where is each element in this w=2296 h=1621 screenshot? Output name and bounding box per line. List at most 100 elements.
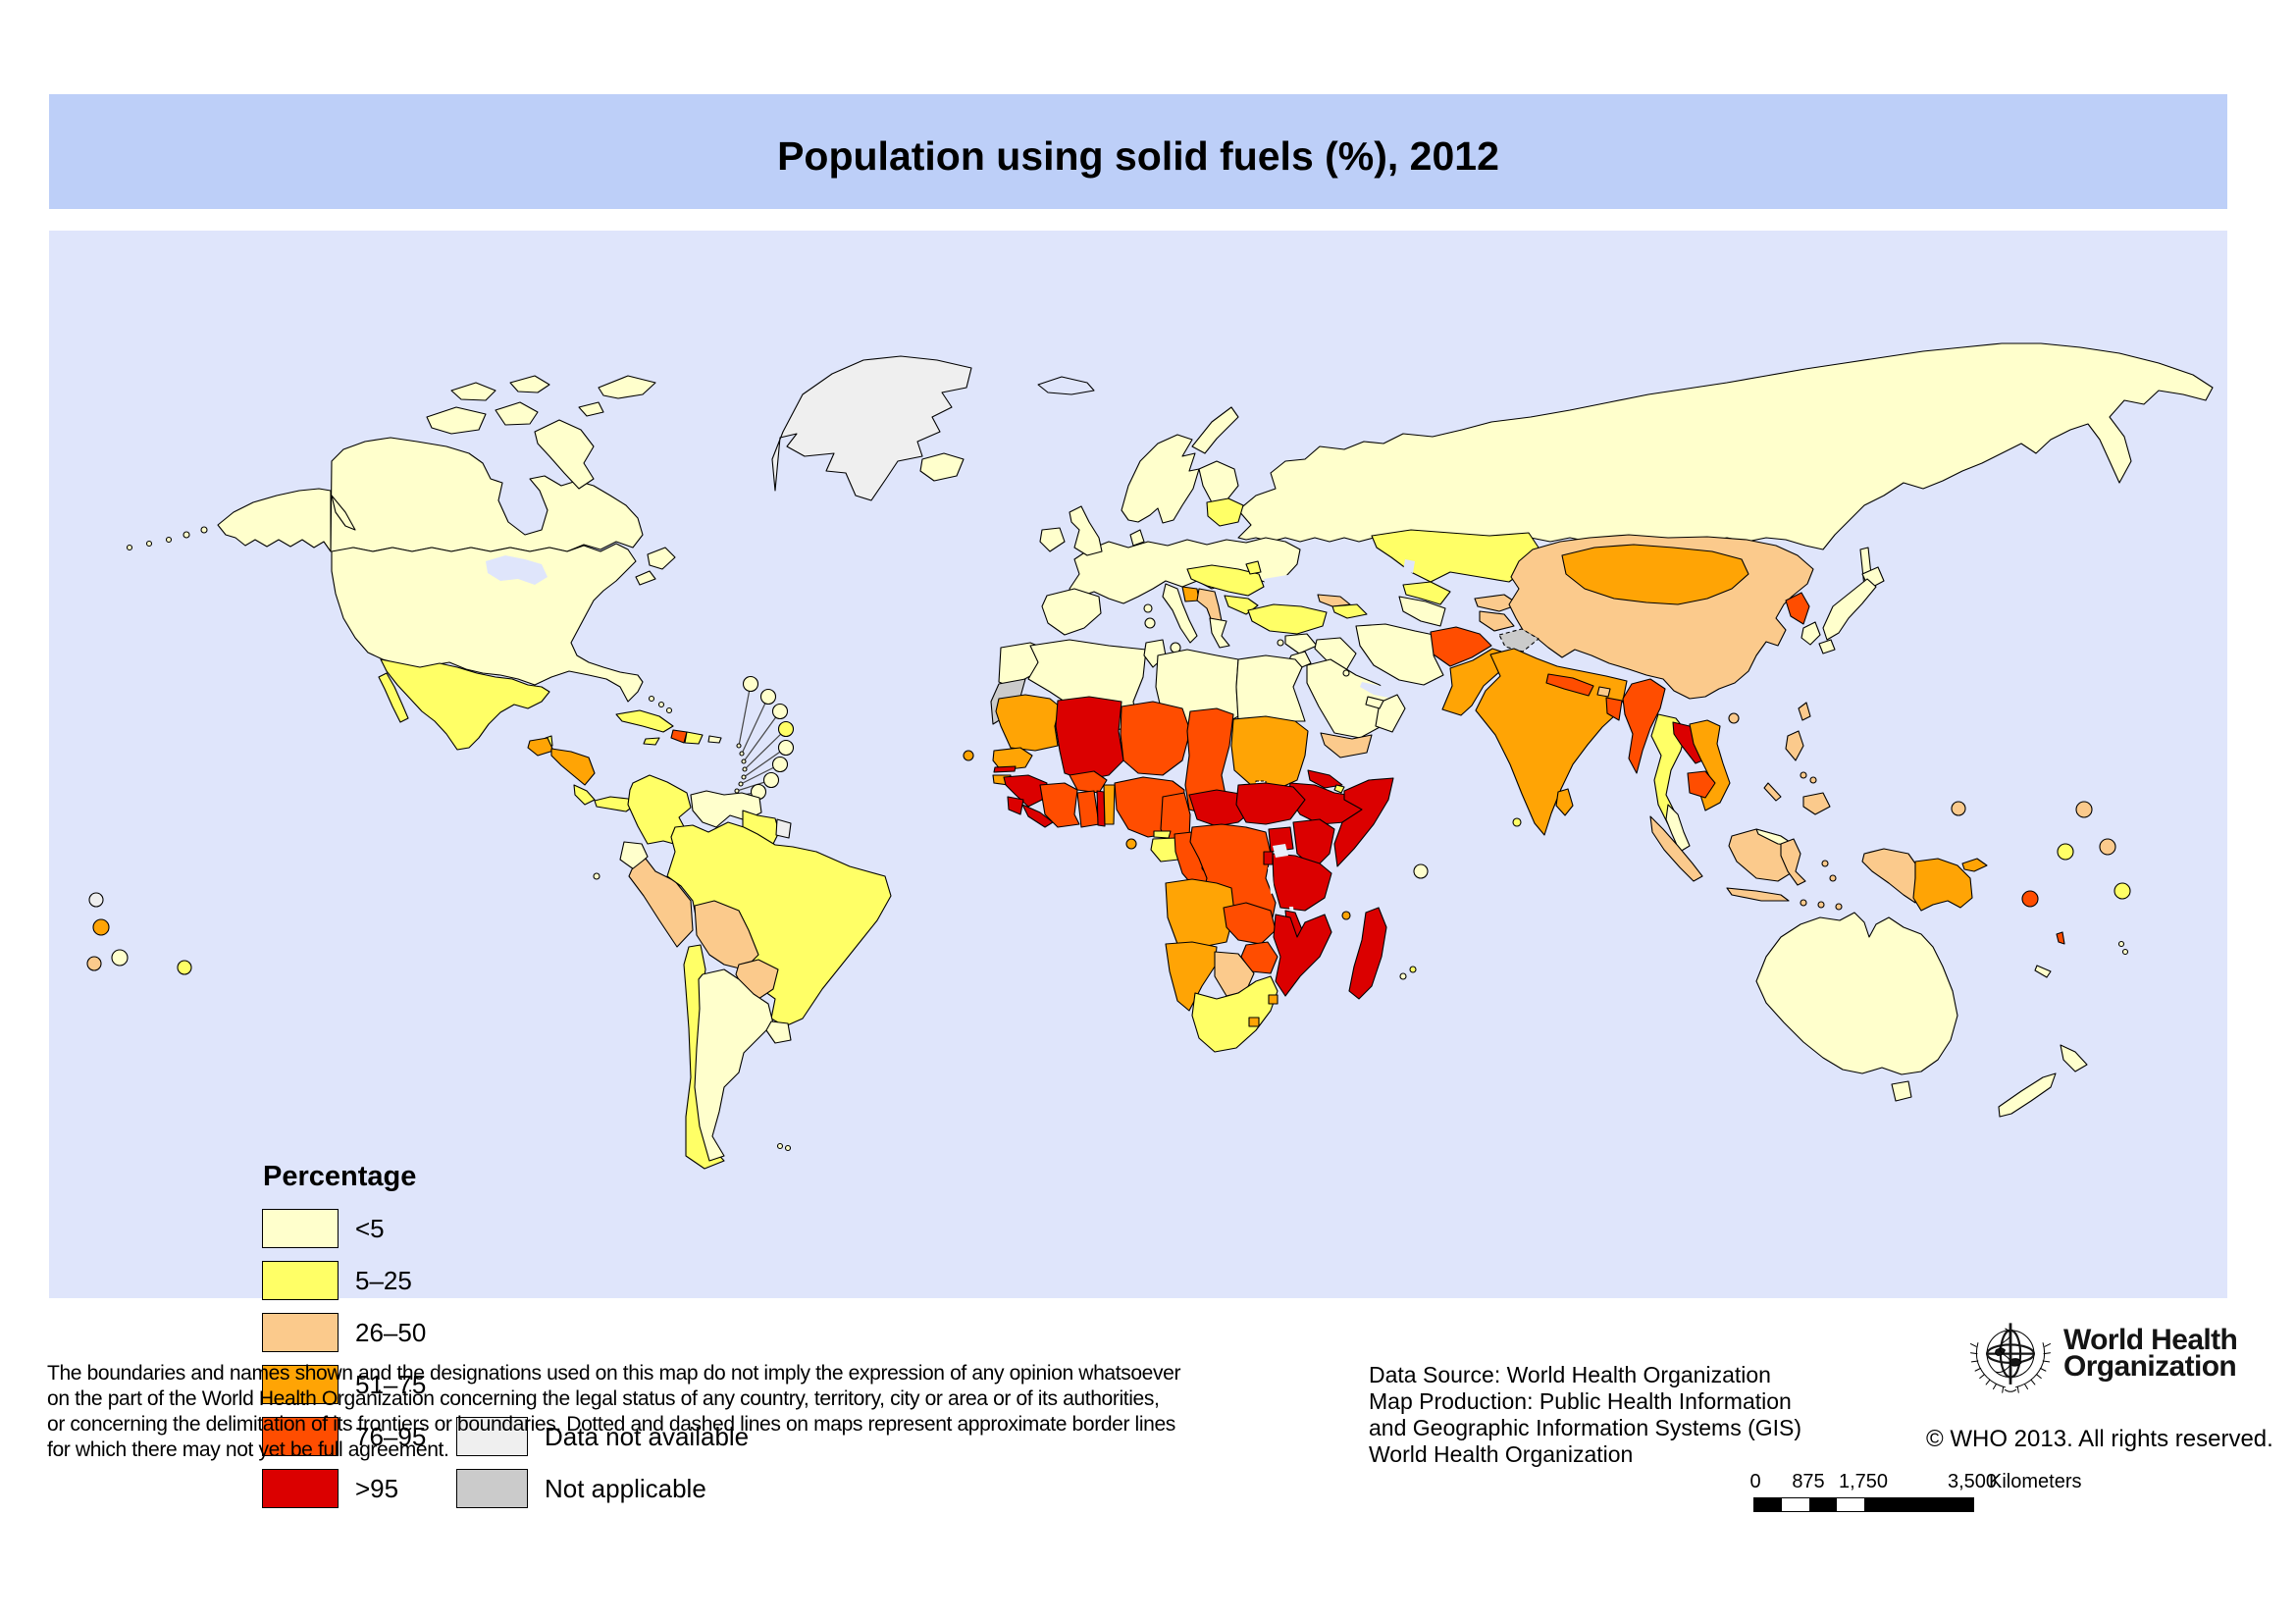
region-namibia — [1165, 941, 1218, 1012]
great-lakes — [486, 555, 548, 585]
region-west-papua — [1861, 848, 1916, 904]
region-uzbekistan — [1402, 581, 1451, 605]
legend-label: 51–75 — [355, 1369, 427, 1399]
region-arctic-island — [450, 382, 496, 401]
aral-sea — [1403, 559, 1415, 573]
region-arctic-island — [495, 401, 539, 426]
region-fiji — [2117, 940, 2129, 956]
antilles-marker — [771, 756, 789, 773]
region-malaysia-peninsula — [1665, 804, 1691, 853]
region-sumatra — [1649, 815, 1703, 882]
antilles-marker — [742, 675, 759, 693]
region-uk — [1069, 505, 1103, 556]
world-map — [49, 231, 2227, 1298]
region-cuba — [615, 709, 674, 733]
page-title: Population using solid fuels (%), 2012 — [777, 133, 1499, 179]
pacific-island-marker — [88, 892, 104, 908]
region-galapagos — [593, 872, 600, 880]
pacific-island-marker — [92, 918, 110, 936]
scale-tick: 3,500 — [1947, 1471, 1998, 1492]
who-logo-text: World Health Organization — [2063, 1326, 2238, 1383]
region-iberia — [1041, 588, 1102, 636]
legend-swatch — [262, 1469, 339, 1508]
map-area: Percentage <5 5–25 26–50 51–75 76–95 >95… — [49, 231, 2227, 1512]
antilles-marker — [777, 739, 795, 757]
region-togo — [1096, 790, 1106, 827]
region-tajikistan — [1479, 610, 1515, 632]
legend-row: 51–75 — [262, 1365, 426, 1404]
legend-title: Percentage — [263, 1161, 417, 1192]
region-seychelles — [1413, 863, 1429, 879]
legend-label: 26–50 — [355, 1317, 427, 1347]
region-java — [1726, 887, 1790, 902]
region-vietnam — [1689, 719, 1731, 811]
legend-row: 76–95 — [262, 1417, 426, 1456]
legend-row: 5–25 — [262, 1261, 412, 1300]
region-mauritania — [995, 694, 1061, 752]
scale-bar-segments — [1753, 1497, 1974, 1512]
region-bhutan — [1596, 686, 1611, 698]
region-baja-california — [378, 672, 409, 723]
scale-tick: 875 — [1792, 1471, 1825, 1492]
region-afghanistan — [1430, 626, 1492, 667]
region-south-sudan — [1235, 782, 1306, 825]
legend-swatch — [262, 1417, 339, 1456]
region-kuwait — [1342, 669, 1350, 677]
region-sao-tome — [1125, 838, 1137, 850]
who-emblem-icon — [1965, 1316, 2056, 1411]
legend-label: >95 — [355, 1473, 399, 1503]
region-japan — [1818, 566, 1885, 654]
region-south-africa — [1191, 975, 1278, 1053]
region-novaya-zemlya — [1191, 406, 1239, 454]
region-costa-rica — [573, 784, 596, 806]
disclaimer-text: The boundaries and names shown and the d… — [47, 1360, 1181, 1462]
region-finland — [1198, 460, 1239, 503]
region-senegal — [992, 747, 1033, 771]
region-png — [1912, 858, 1973, 912]
region-alaska-panhandle — [331, 495, 356, 531]
lake-victoria — [1273, 844, 1288, 858]
legend-label: <5 — [355, 1213, 385, 1243]
legend-label: 5–25 — [355, 1265, 412, 1295]
region-peru — [628, 858, 694, 948]
region-south-korea — [1800, 621, 1821, 646]
region-uruguay — [765, 1020, 792, 1044]
region-new-zealand — [1998, 1044, 2088, 1118]
region-sudan — [1230, 715, 1309, 791]
region-arctic-island — [534, 419, 595, 490]
region-lesser-sunda — [1800, 899, 1843, 911]
region-denmark — [1129, 529, 1145, 547]
region-syria — [1284, 633, 1318, 654]
legend-row: Data not available — [456, 1417, 749, 1456]
region-cape-verde — [963, 750, 974, 761]
region-newfoundland — [647, 547, 676, 570]
region-djibouti — [1333, 784, 1345, 794]
legend-row: <5 — [262, 1209, 385, 1248]
region-visayas — [1800, 771, 1817, 784]
region-uae — [1365, 696, 1384, 709]
region-cote-divoire — [1039, 782, 1080, 828]
region-mongolia — [1561, 544, 1749, 605]
region-kashmir — [1498, 628, 1539, 653]
pacific-island-marker — [2057, 843, 2074, 861]
region-cyprus — [1277, 639, 1284, 647]
region-greece — [1209, 617, 1230, 649]
region-arctic-island — [578, 401, 604, 417]
region-french-guiana — [775, 818, 792, 839]
region-luzon — [1785, 730, 1804, 761]
region-niger — [1120, 701, 1191, 776]
scale-tick: 1,750 — [1838, 1471, 1889, 1492]
who-logo-line: Organization — [2063, 1350, 2237, 1383]
legend-swatch — [456, 1417, 528, 1456]
antilles-marker — [771, 703, 789, 720]
legend-swatch — [262, 1261, 339, 1300]
region-mexico — [380, 658, 550, 751]
region-brazil — [666, 821, 892, 1027]
region-iceland — [919, 452, 965, 482]
region-italy-islands — [1143, 603, 1181, 654]
region-north-korea — [1785, 592, 1810, 625]
region-kyrgyzstan — [1474, 594, 1520, 612]
copyright-text: © WHO 2013. All rights reserved. — [1926, 1426, 2273, 1452]
region-jamaica — [643, 737, 660, 746]
region-alaska — [217, 488, 332, 552]
